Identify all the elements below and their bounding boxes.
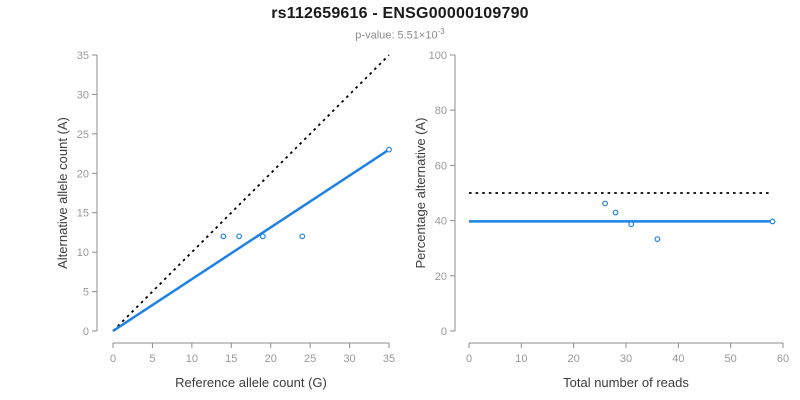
pvalue-exponent: -3 bbox=[437, 27, 445, 36]
y-tick-label: 80 bbox=[435, 105, 447, 117]
y-tick-label: 5 bbox=[83, 287, 89, 299]
x-tick-label: 60 bbox=[777, 353, 789, 365]
data-point bbox=[299, 233, 306, 240]
y-tick-label: 0 bbox=[441, 326, 447, 338]
x-tick-label: 50 bbox=[725, 353, 737, 365]
fit-line bbox=[112, 148, 390, 333]
y-tick-label: 30 bbox=[77, 89, 89, 101]
x-tick-label: 30 bbox=[620, 353, 632, 365]
x-tick-label: 15 bbox=[225, 353, 237, 365]
data-point bbox=[628, 221, 635, 228]
y-axis-title: Alternative allele count (A) bbox=[55, 117, 70, 269]
y-tick-label: 20 bbox=[435, 271, 447, 283]
x-tick-label: 5 bbox=[149, 353, 155, 365]
x-tick-label: 10 bbox=[186, 353, 198, 365]
x-tick-label: 40 bbox=[672, 353, 684, 365]
identity-line bbox=[112, 54, 390, 332]
chart-title: rs112659616 - ENSG00000109790 bbox=[271, 5, 529, 22]
chart-subtitle: p-value: 5.51×10-3 bbox=[0, 27, 800, 42]
x-tick-label: 0 bbox=[110, 353, 116, 365]
y-tick-label: 0 bbox=[83, 326, 89, 338]
x-tick-label: 20 bbox=[568, 353, 580, 365]
allele-counts-plot: 0 5 10 15 20 25 30 35 0 5 10 15 20 25 30 35 Reference al… bbox=[55, 50, 395, 390]
pvalue-text: p-value: 5.51×10 bbox=[355, 29, 438, 42]
x-tick-label: 20 bbox=[265, 353, 277, 365]
y-tick-label: 25 bbox=[77, 129, 89, 141]
data-point bbox=[386, 146, 392, 153]
x-axis-title: Total number of reads bbox=[563, 375, 689, 390]
data-point bbox=[259, 233, 266, 240]
x-axis-title: Reference allele count (G) bbox=[175, 375, 327, 390]
y-tick-label: 15 bbox=[77, 208, 89, 220]
x-tick-label: 10 bbox=[515, 353, 527, 365]
y-tick-label: 100 bbox=[429, 50, 447, 62]
data-point bbox=[220, 233, 227, 240]
y-tick-label: 20 bbox=[77, 168, 89, 180]
x-tick-label: 30 bbox=[343, 353, 355, 365]
x-tick-label: 0 bbox=[466, 353, 472, 365]
data-point bbox=[612, 209, 619, 216]
y-tick-label: 10 bbox=[77, 247, 89, 259]
y-axis-title: Percentage alternative (A) bbox=[413, 117, 428, 268]
x-tick-label: 25 bbox=[304, 353, 316, 365]
percentage-alternative-plot: 0 10 20 30 40 50 60 0 20 40 60 80 100 Total number of… bbox=[413, 50, 789, 390]
x-tick-label: 35 bbox=[383, 353, 395, 365]
data-point bbox=[236, 233, 243, 240]
y-tick-label: 40 bbox=[435, 216, 447, 228]
data-point bbox=[602, 200, 608, 207]
data-point bbox=[769, 218, 776, 225]
data-point bbox=[654, 236, 661, 242]
y-tick-label: 60 bbox=[435, 160, 447, 172]
y-tick-label: 35 bbox=[77, 50, 89, 62]
